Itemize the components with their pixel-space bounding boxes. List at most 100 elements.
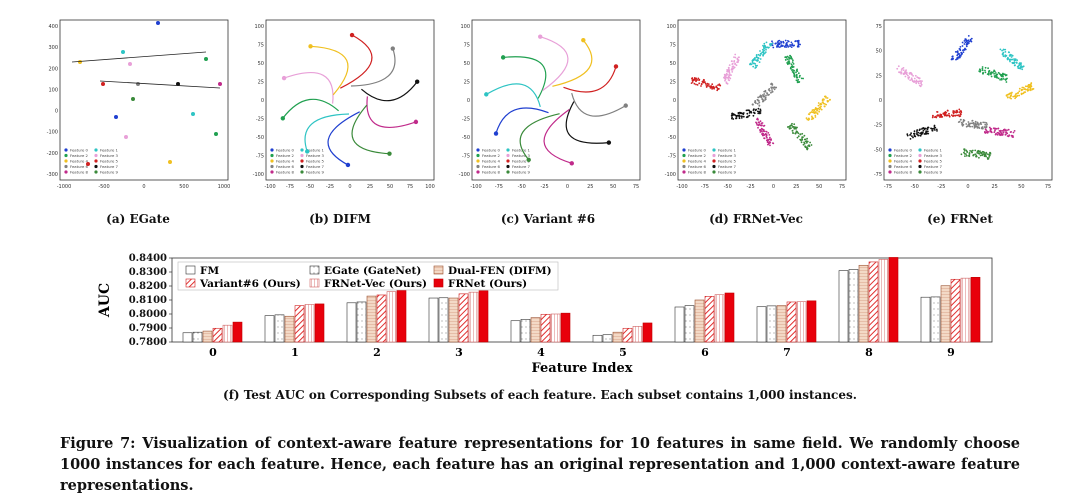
- y-tick-label: 75: [876, 24, 882, 30]
- y-tick-label: -75: [256, 154, 264, 160]
- bar: [838, 270, 849, 343]
- legend-entry: Feature 3: [100, 153, 119, 158]
- y-tick-label: 0.7800: [129, 337, 167, 348]
- y-tick-label: -75: [668, 154, 676, 160]
- x-tick-label: 50: [387, 184, 393, 190]
- bar: [284, 315, 295, 343]
- bar: [684, 305, 695, 343]
- bar: [396, 289, 407, 343]
- trajectory-curve: [282, 98, 339, 119]
- y-tick-label: 0.8000: [129, 309, 167, 320]
- legend-marker: [64, 159, 68, 163]
- legend-marker: [476, 159, 480, 163]
- feature-cluster: [984, 126, 1016, 138]
- legend-marker: [682, 153, 686, 158]
- legend-marker: [712, 159, 716, 163]
- bar: [232, 321, 243, 343]
- x-tick-label: -50: [518, 184, 526, 190]
- bar: [376, 294, 387, 343]
- bar: [550, 313, 561, 343]
- scatter-point: [581, 37, 586, 43]
- legend-entry: Feature 6: [482, 164, 501, 169]
- trajectory-line: [99, 80, 221, 89]
- x-tick-label: -1000: [57, 184, 72, 190]
- legend-entry: Feature 6: [276, 164, 295, 169]
- legend-entry: Feature 9: [718, 170, 737, 175]
- legend-marker: [918, 159, 922, 163]
- y-tick-label: 0.8200: [129, 281, 167, 292]
- feature-cluster: [906, 124, 938, 140]
- bar: [674, 306, 685, 343]
- bar: [632, 326, 643, 343]
- y-tick-label: 75: [670, 43, 676, 49]
- legend-marker: [506, 170, 510, 174]
- y-tick-label: 0.8300: [129, 267, 167, 278]
- x-tick-label: 5: [619, 346, 627, 359]
- y-tick-label: 50: [876, 49, 882, 55]
- bar: [592, 334, 603, 343]
- y-tick-label: 0: [55, 109, 58, 115]
- bar: [448, 297, 459, 343]
- scatter-plot-0: -1000 -500 0 500 10004003002001000-100-200-3…: [47, 19, 230, 190]
- bar: [468, 291, 479, 343]
- bar: [182, 332, 193, 343]
- y-tick-label: 50: [670, 61, 676, 67]
- x-tick-label: 25: [793, 184, 799, 190]
- feature-cluster: [950, 35, 973, 61]
- bar: [428, 297, 439, 343]
- legend-marker: [64, 148, 68, 152]
- legend-marker: [712, 170, 716, 174]
- y-tick-label: -25: [462, 117, 470, 123]
- feature-cluster: [960, 148, 992, 160]
- x-tick-label: -500: [98, 184, 109, 190]
- y-tick-label: 25: [670, 80, 676, 86]
- trajectory-curve: [340, 34, 373, 89]
- scatter-point: [176, 82, 180, 86]
- legend-entry: Dual-FEN (DIFM): [448, 265, 552, 277]
- figure-caption: Figure 7: Visualization of context-aware…: [60, 435, 1020, 494]
- legend-marker: [918, 148, 922, 152]
- scatter-point: [121, 50, 125, 54]
- legend-entry: Feature 4: [482, 159, 501, 164]
- y-tick-label: -75: [874, 172, 882, 178]
- y-tick-label: 300: [48, 45, 58, 51]
- legend-entry: Feature 7: [718, 164, 737, 169]
- caption-b: (b) DIFM: [309, 212, 371, 226]
- y-tick-label: 0: [879, 98, 882, 104]
- auc-bar-chart: 0.8400 0.8300 0.8200 0.8100 0.8000 0.7900 0.78…: [97, 253, 993, 376]
- bar: [766, 305, 777, 343]
- caption-e: (e) FRNet: [927, 212, 993, 226]
- legend-marker: [682, 164, 686, 169]
- y-tick-label: 0: [467, 98, 470, 104]
- legend-entry: Feature 2: [894, 153, 913, 158]
- y-tick-label: 50: [258, 61, 264, 67]
- x-tick-label: -25: [540, 184, 548, 190]
- bar: [212, 327, 223, 343]
- legend-entry: Feature 4: [276, 159, 295, 164]
- scatter-point: [414, 79, 420, 84]
- y-tick-label: -50: [256, 135, 264, 141]
- panel-frnet-vec: -100 -75 -50 -25 0 25 50 75 100 75 50 25 0 -25 -50 -75 -…: [646, 14, 851, 190]
- feature-cluster: [751, 82, 778, 107]
- legend-entry: Feature 8: [482, 170, 501, 175]
- scatter-point: [128, 62, 132, 66]
- legend-entry: Feature 3: [924, 153, 943, 158]
- trajectory-curve: [485, 83, 541, 108]
- legend-marker: [94, 164, 98, 169]
- y-tick-label: 200: [48, 66, 58, 72]
- x-tick-label: 50: [1018, 184, 1024, 190]
- x-tick-label: 1: [291, 346, 299, 359]
- scatter-point: [349, 32, 355, 38]
- scatter-point: [214, 132, 218, 136]
- trajectory-curve: [327, 111, 360, 166]
- legend-entry: Feature 4: [688, 159, 707, 164]
- x-tick-label: 0: [566, 184, 569, 190]
- x-tick-label: 25: [587, 184, 593, 190]
- legend-swatch: [433, 265, 444, 275]
- legend-marker: [682, 159, 686, 163]
- bar: [776, 305, 787, 343]
- legend-marker: [94, 159, 98, 163]
- legend-entry: Feature 9: [924, 170, 943, 175]
- scatter-point: [204, 57, 208, 61]
